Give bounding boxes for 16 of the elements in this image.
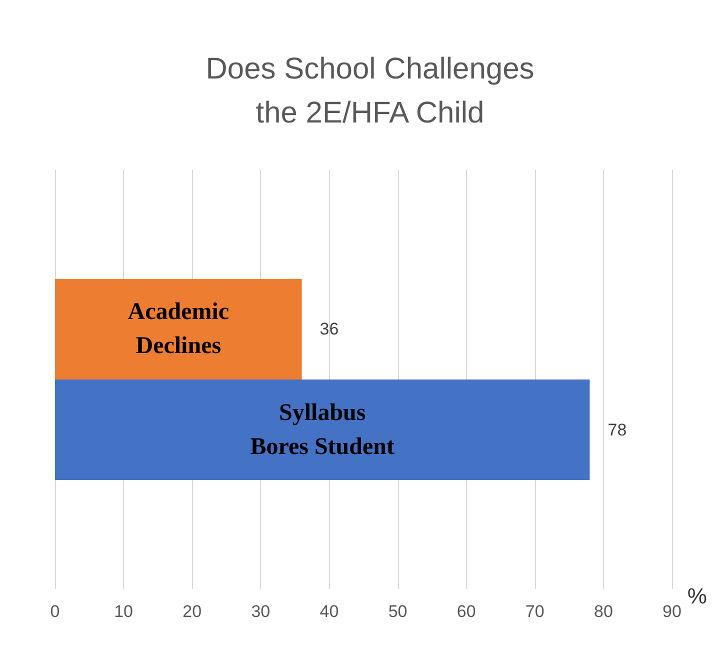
x-tick-label: 40 <box>320 602 339 621</box>
x-tick-label: 70 <box>525 602 544 621</box>
x-tick-label: 60 <box>456 602 476 621</box>
x-tick-label: 80 <box>594 602 613 621</box>
series-label: Academic Declines <box>128 299 230 360</box>
x-tick-label: 30 <box>251 602 270 621</box>
data-label: 36 <box>320 320 339 339</box>
x-tick-label: 20 <box>182 602 202 621</box>
data-label: 78 <box>608 420 627 440</box>
x-tick-label: 90 <box>662 602 682 621</box>
x-axis-title: % <box>687 584 707 608</box>
chart-title: Does School Challenges the 2E/HFA Child <box>206 52 534 130</box>
x-tick-label: 50 <box>388 602 408 621</box>
x-tick-label: 0 <box>50 602 60 621</box>
x-tick-label: 10 <box>114 602 134 621</box>
series-label: Syllabus Bores Student <box>250 400 394 460</box>
